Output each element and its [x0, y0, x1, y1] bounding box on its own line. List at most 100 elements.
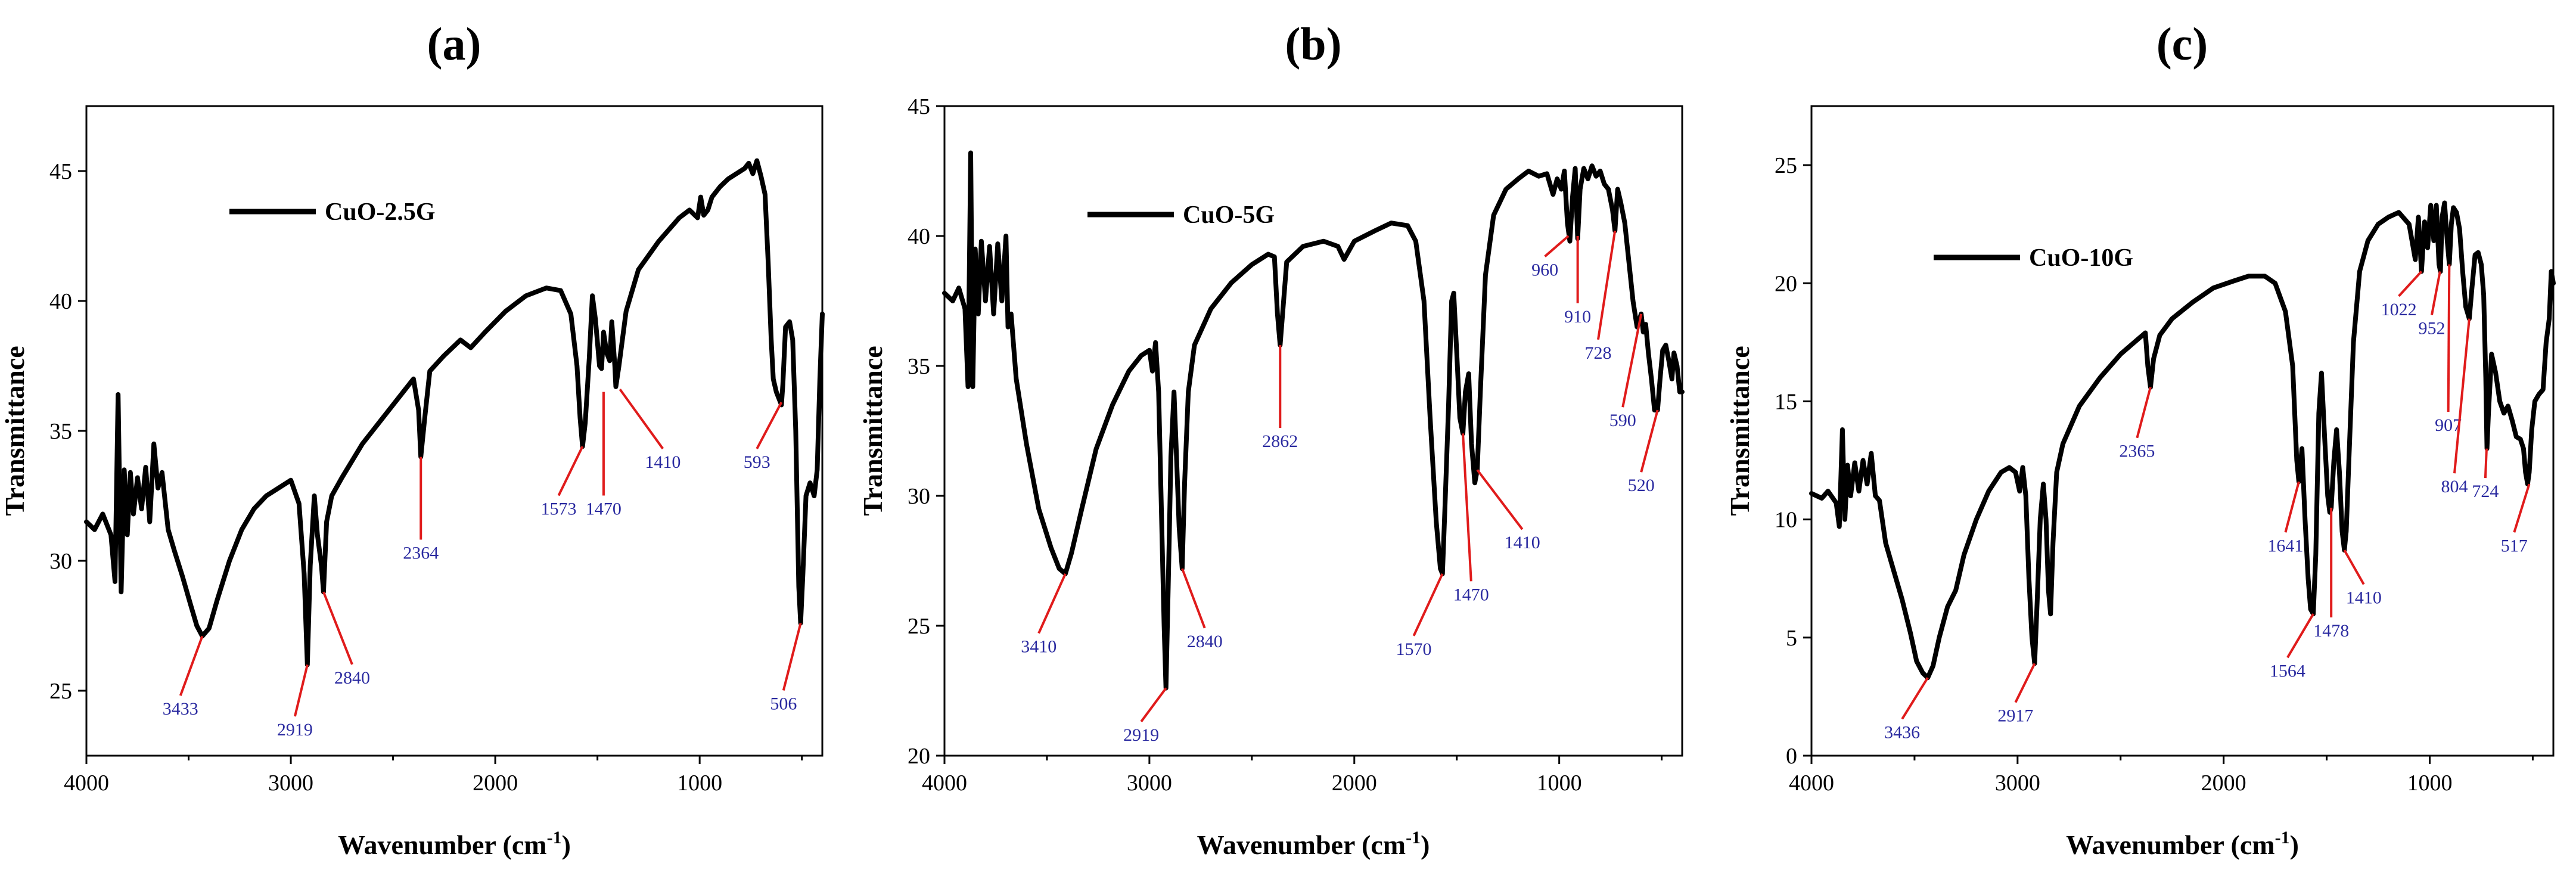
peak-leader-line [2398, 271, 2423, 297]
spectrum-line-CuO-2.5G [84, 158, 825, 667]
peak-label: 1022 [2381, 300, 2417, 319]
peak-leader-line [1901, 677, 1929, 720]
peak-leader-line [1476, 469, 1524, 530]
y-tick-label: 30 [908, 484, 930, 509]
y-tick-label: 45 [49, 159, 72, 184]
peak-label: 804 [2441, 477, 2468, 496]
x-tick-label: 4000 [64, 771, 109, 796]
y-axis-title: Transmittance [1724, 346, 1755, 516]
x-axis-title-sup: -1 [1406, 828, 1421, 847]
y-tick-label: 25 [49, 679, 72, 704]
peak-label: 1564 [2270, 661, 2305, 681]
y-tick-label: 25 [908, 614, 930, 639]
y-tick-label: 35 [908, 354, 930, 379]
peak-leader-line [2136, 387, 2152, 439]
panel-label: (b) [1285, 18, 1341, 70]
panel-label: (a) [427, 18, 481, 70]
x-axis-title: Wavenumber (cm-1) [2066, 828, 2299, 860]
peak-label: 1410 [2346, 588, 2382, 607]
peak-label: 517 [2501, 536, 2528, 555]
x-tick-label: 2000 [1332, 771, 1377, 796]
y-tick-label: 20 [1775, 271, 1797, 296]
peak-leader-line [1037, 573, 1067, 634]
plot-frame [1810, 105, 2555, 757]
x-tick-label: 1000 [677, 771, 722, 796]
peak-label: 590 [1609, 411, 1636, 430]
x-tick-label: 4000 [922, 771, 967, 796]
y-tick-label: 40 [908, 224, 930, 249]
x-axis-title-close: ) [2290, 830, 2299, 860]
peak-label: 2365 [2119, 442, 2155, 461]
peak-leader-line [2286, 613, 2314, 659]
peak-label: 1641 [2267, 536, 2303, 555]
peak-leader-line [1462, 433, 1472, 582]
peak-leader-line [1412, 573, 1444, 636]
peak-leader-line [1640, 409, 1659, 473]
x-tick-label: 3000 [268, 771, 313, 796]
peak-leader-line [1140, 687, 1167, 722]
peak-leader-line [1621, 313, 1643, 408]
peak-leader-line [1181, 568, 1206, 629]
peak-label: 1478 [2313, 621, 2349, 641]
peak-leader-line [179, 635, 204, 696]
peak-label: 520 [1628, 476, 1655, 495]
peak-leader-line [2484, 448, 2488, 479]
y-axis-title: Transmittance [857, 346, 888, 516]
peak-label: 952 [2418, 319, 2445, 339]
x-axis-title: Wavenumber (cm-1) [1197, 828, 1430, 860]
chart-panel-3: (c) 4000 3000 2000 1000 0 5 10 15 20 25 Wavenumber … [1724, 18, 2556, 860]
peak-label: 3410 [1021, 637, 1056, 657]
peak-leader-line [2014, 663, 2036, 703]
y-tick-label: 40 [49, 289, 72, 314]
peak-leader-line [2447, 264, 2451, 412]
x-tick-label: 4000 [1789, 771, 1834, 796]
legend-label: CuO-2.5G [325, 198, 436, 226]
peak-label: 910 [1564, 307, 1591, 327]
peak-leader-line [756, 402, 783, 449]
peak-leader-line [619, 389, 664, 450]
chart-panel-2: (b) 4000 3000 2000 1000 20 25 30 35 40 45 Wavenumbe… [857, 18, 1685, 860]
x-axis-title-text: Wavenumber (cm [338, 830, 547, 860]
x-tick-label: 2000 [2201, 771, 2246, 796]
y-tick-label: 45 [908, 94, 930, 119]
peak-leader-line [557, 446, 584, 496]
panel-label: (c) [2156, 18, 2208, 70]
y-tick-label: 0 [1786, 744, 1797, 769]
peak-label: 2364 [403, 544, 439, 563]
peak-leader-line [2343, 549, 2365, 585]
peak-leader-line [1597, 230, 1617, 340]
legend-label: CuO-5G [1183, 201, 1275, 229]
chart-panel-1: (a) 4000 3000 2000 1000 25 30 35 40 45 Wavenumber … [0, 18, 825, 860]
peak-leader-line [2284, 481, 2300, 533]
peak-label: 1410 [645, 452, 680, 472]
peak-label: 2840 [334, 668, 370, 688]
peak-label: 1570 [1396, 639, 1432, 659]
peak-label: 506 [770, 694, 797, 713]
peak-leader-line [322, 591, 353, 665]
peak-label: 3433 [163, 699, 198, 719]
spectrum-line-CuO-5G [942, 150, 1685, 691]
peak-label: 907 [2435, 415, 2462, 435]
peak-label: 2919 [1123, 725, 1159, 745]
peak-leader-line [1544, 235, 1570, 257]
y-tick-label: 35 [49, 419, 72, 444]
y-tick-label: 15 [1775, 389, 1797, 414]
peak-label: 2917 [1997, 706, 2033, 726]
peak-leader-line [2453, 318, 2471, 474]
x-axis-title-sup: -1 [2275, 828, 2290, 847]
x-axis-title-text: Wavenumber (cm [1197, 830, 1406, 860]
spectrum-line-CuO-10G [1809, 200, 2556, 681]
y-axis-title: Transmittance [0, 346, 30, 516]
x-axis-title-close: ) [1421, 830, 1430, 860]
y-tick-label: 25 [1775, 153, 1797, 178]
peak-label: 1573 [540, 499, 576, 518]
legend-label: CuO-10G [2029, 244, 2133, 272]
x-axis-title-sup: -1 [547, 828, 562, 847]
peak-leader-line [2430, 271, 2441, 315]
peak-label: 1470 [1453, 585, 1489, 604]
x-tick-label: 1000 [1537, 771, 1582, 796]
peak-label: 2919 [277, 720, 313, 740]
plot-frame [943, 105, 1683, 757]
x-tick-label: 3000 [1127, 771, 1172, 796]
